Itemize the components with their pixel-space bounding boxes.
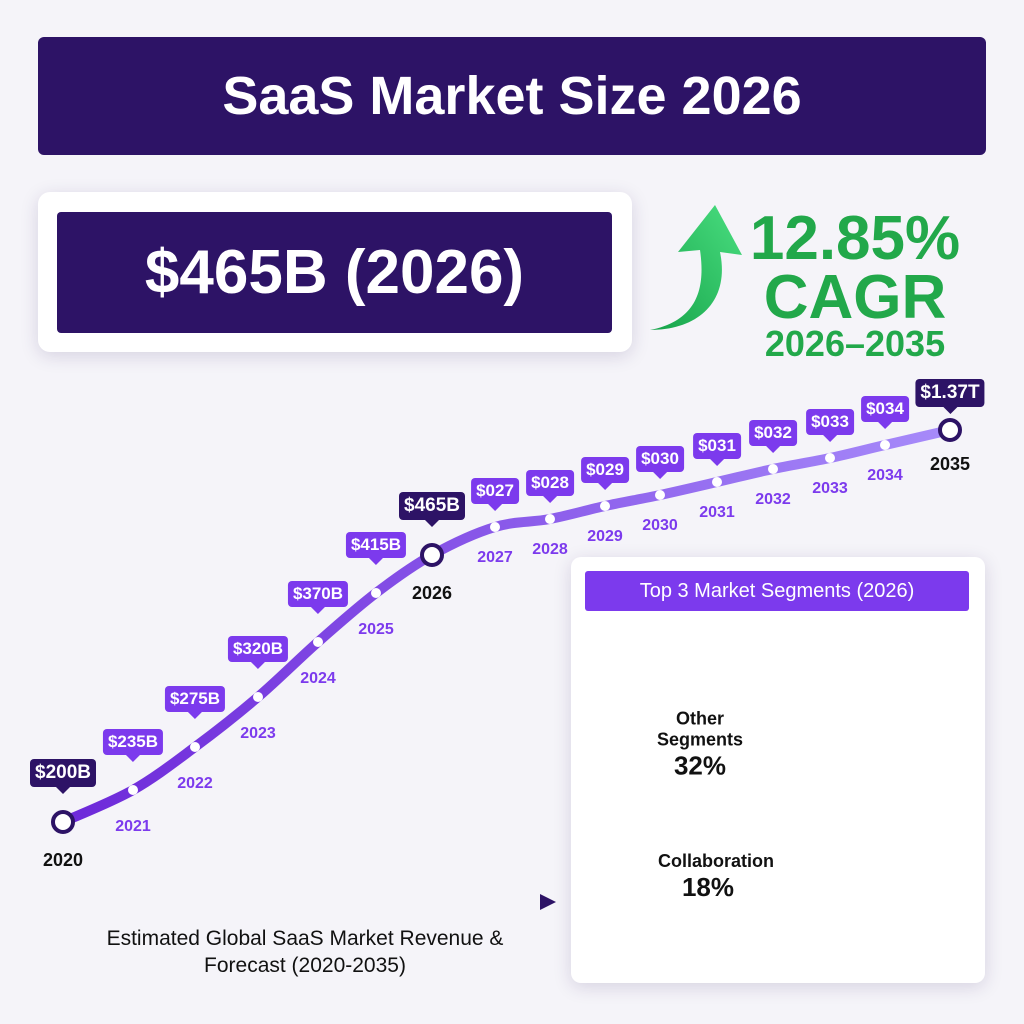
x-tick-label: 2030 (642, 517, 678, 534)
x-tick-label: 2025 (358, 621, 394, 638)
data-point (490, 522, 500, 532)
slice-name: CRM (820, 679, 876, 706)
x-tick-label: 2026 (411, 583, 453, 603)
data-point (371, 588, 381, 598)
data-label: $235B (102, 729, 164, 762)
slice-name: ERP (810, 817, 860, 844)
timeline-arrowhead (540, 894, 556, 910)
data-label: $031 (693, 433, 741, 466)
data-label: $033 (806, 409, 854, 442)
slice-value: 32% (673, 750, 727, 781)
slice-description: (Enterprise Resource Planning) (805, 846, 865, 886)
growth-period: 2026–2035 (764, 323, 946, 364)
data-point (128, 785, 138, 795)
data-label: $1.37T (915, 379, 985, 414)
data-point (313, 637, 323, 647)
slice-label: Other Segments 32% (650, 709, 750, 782)
slice-value: 28% (821, 750, 875, 780)
data-point (880, 440, 890, 450)
data-point (190, 742, 200, 752)
data-label: $034 (861, 396, 909, 429)
data-point (655, 490, 665, 500)
x-tick-label: 2034 (867, 467, 903, 484)
data-point (545, 514, 555, 524)
data-point (51, 810, 75, 834)
slice-description: (Customer Relationship Management) (810, 708, 886, 748)
data-label: $415B (345, 532, 407, 565)
data-label: $029 (581, 457, 629, 490)
slice-value: 22% (808, 888, 862, 918)
x-tick-label: 2020 (42, 850, 84, 870)
data-point (420, 543, 444, 567)
data-point (253, 692, 263, 702)
slice-label: CRM (Customer Relationship Management) 28% (793, 679, 903, 781)
growth-arrow (650, 205, 742, 330)
x-tick-label: 2035 (929, 454, 971, 474)
x-tick-label: 2024 (300, 670, 336, 687)
header-title: SaaS Market Size 2026 (38, 37, 986, 155)
highlight-value: $465B (2026) (57, 212, 612, 333)
growth-rate: 12.85% (749, 204, 961, 273)
data-label: $028 (526, 470, 574, 503)
data-point (825, 453, 835, 463)
data-label: $027 (471, 478, 519, 511)
data-point (768, 464, 778, 474)
data-point (712, 477, 722, 487)
data-label: $370B (287, 581, 349, 614)
slice-label: Collaboration 18% (658, 851, 774, 903)
data-label: $200B (30, 759, 96, 794)
x-tick-label: 2023 (240, 725, 276, 742)
data-label: $320B (227, 636, 289, 669)
pie-card (571, 557, 985, 983)
data-point (938, 418, 962, 442)
slice-value: 18% (681, 872, 735, 902)
slice-name: Other Segments (656, 708, 744, 750)
slice-name: Collaboration (658, 851, 774, 871)
x-tick-label: 2028 (532, 541, 568, 558)
data-label: $032 (749, 420, 797, 453)
x-tick-label: 2031 (699, 504, 735, 521)
x-tick-label: 2033 (812, 480, 848, 497)
data-point (600, 501, 610, 511)
line-chart-title: Estimated Global SaaS Market Revenue & F… (106, 927, 504, 977)
x-tick-label: 2029 (587, 528, 623, 545)
pie-title: Top 3 Market Segments (2026) (585, 571, 969, 611)
x-tick-label: 2022 (177, 775, 213, 792)
x-tick-label: 2032 (755, 491, 791, 508)
x-tick-label: 2021 (115, 818, 151, 835)
data-label: $275B (164, 686, 226, 719)
growth-label: CAGR (763, 263, 947, 332)
data-label: $465B (399, 492, 465, 527)
x-tick-label: 2027 (477, 549, 513, 566)
data-label: $030 (636, 446, 684, 479)
slice-label: ERP (Enterprise Resource Planning) 22% (785, 817, 885, 919)
